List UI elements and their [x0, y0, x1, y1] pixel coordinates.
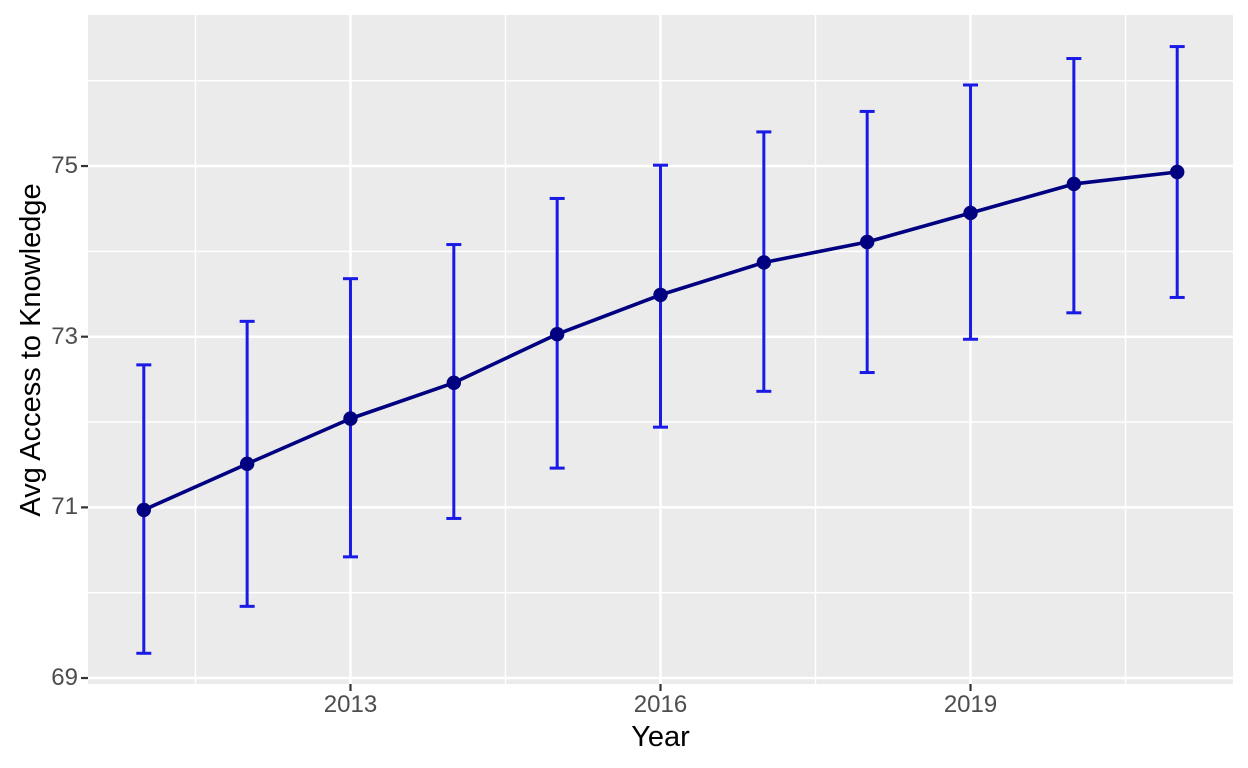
data-point — [653, 287, 668, 303]
data-point — [756, 255, 772, 270]
data-point — [136, 502, 152, 518]
x-tick-label-2016: 2016 — [633, 691, 688, 718]
data-point — [549, 326, 565, 342]
y-tick-label-69: 69 — [51, 664, 78, 692]
data-point — [859, 234, 875, 250]
data-point — [239, 456, 255, 472]
x-axis-title: Year — [631, 721, 690, 753]
x-tick-label-2019: 2019 — [943, 691, 998, 718]
data-point — [963, 205, 978, 221]
data-point — [446, 375, 462, 390]
data-point — [1169, 164, 1185, 180]
data-point — [343, 411, 358, 426]
y-tick-label-75: 75 — [51, 152, 78, 180]
y-tick-label-71: 71 — [51, 493, 78, 521]
data-point — [1066, 176, 1082, 192]
y-tick-label-73: 73 — [51, 322, 78, 350]
x-tick-label-2013: 2013 — [323, 691, 378, 718]
